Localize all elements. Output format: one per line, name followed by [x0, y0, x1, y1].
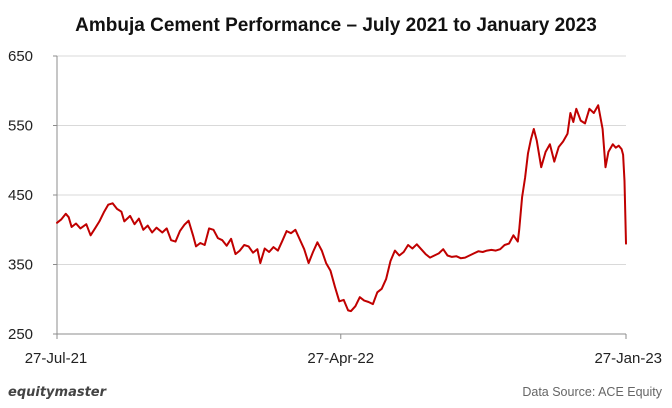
chart-title: Ambuja Cement Performance – July 2021 to… [75, 15, 597, 36]
gridlines [57, 55, 626, 265]
series [56, 104, 627, 313]
series-line [56, 104, 627, 313]
data-source: Data Source: ACE Equity [522, 385, 662, 399]
y-tick-label: 550 [8, 118, 33, 135]
y-tick-label: 250 [8, 326, 33, 343]
y-tick-label: 350 [8, 257, 33, 274]
brand-logo: equitymaster [8, 385, 108, 400]
axes: 650 550 450 350 250 27-Jul-21 27-Apr-22 27-Jan-… [8, 48, 662, 367]
y-tick-label: 650 [8, 48, 33, 65]
x-tick-label: 27-Apr-22 [307, 350, 374, 367]
x-tick-label: 27-Jul-21 [25, 350, 88, 367]
y-tick-label: 450 [8, 187, 33, 204]
x-tick-label: 27-Jan-23 [594, 350, 662, 367]
